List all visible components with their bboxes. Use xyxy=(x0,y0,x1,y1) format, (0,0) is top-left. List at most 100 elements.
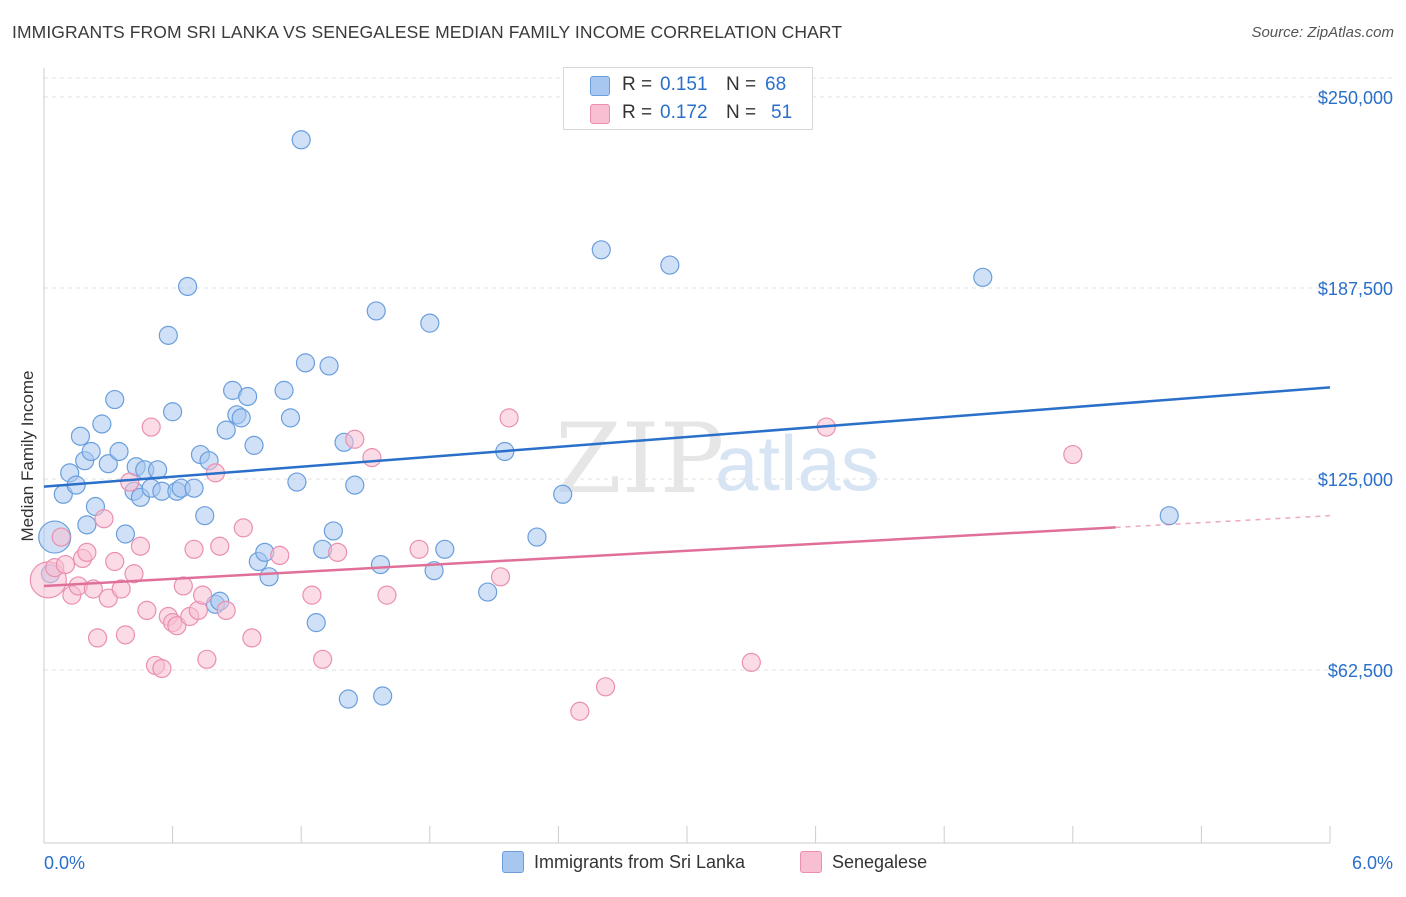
point-sri-lanka xyxy=(259,567,279,587)
point-sri-lanka xyxy=(158,325,178,345)
point-sri-lanka xyxy=(591,240,611,260)
point-sri-lanka xyxy=(295,353,316,373)
point-sri-lanka xyxy=(280,408,301,428)
point-sri-lanka xyxy=(115,524,136,544)
x-tick-label-start: 0.0% xyxy=(44,853,85,873)
point-sri-lanka xyxy=(338,689,358,709)
point-sri-lanka xyxy=(244,435,264,455)
point-senegalese xyxy=(51,527,71,547)
point-senegalese xyxy=(216,600,236,621)
point-senegalese xyxy=(152,658,172,679)
point-senegalese xyxy=(233,518,253,538)
point-sri-lanka xyxy=(77,515,97,535)
point-senegalese xyxy=(184,539,204,559)
point-senegalese xyxy=(362,448,382,468)
point-sri-lanka xyxy=(370,554,391,575)
point-sri-lanka xyxy=(527,527,547,547)
point-senegalese xyxy=(1063,444,1083,465)
legend-item-senegalese: Senegalese xyxy=(800,851,927,873)
legend-swatch-blue xyxy=(590,76,610,96)
y-axis-label-wrap: Median Family Income xyxy=(17,0,39,892)
point-senegalese xyxy=(490,567,511,587)
legend-swatch-pink xyxy=(590,104,610,124)
point-senegalese xyxy=(377,585,397,605)
point-senegalese xyxy=(124,564,144,584)
trend-line-senegalese xyxy=(43,526,1116,588)
y-tick-label: $125,000 xyxy=(1318,470,1393,490)
point-sri-lanka xyxy=(70,426,91,446)
y-axis-label: Median Family Income xyxy=(18,370,37,541)
point-senegalese xyxy=(115,625,136,645)
point-sri-lanka xyxy=(287,472,307,492)
point-senegalese xyxy=(137,600,157,621)
point-senegalese xyxy=(55,554,76,575)
point-sri-lanka xyxy=(1159,506,1179,526)
y-tick-label: $62,500 xyxy=(1328,661,1393,681)
point-senegalese xyxy=(313,649,333,669)
point-senegalese xyxy=(141,417,161,437)
point-senegalese xyxy=(193,585,213,605)
y-tick-label: $250,000 xyxy=(1318,88,1393,108)
legend-swatch-sri-lanka xyxy=(502,851,524,873)
point-senegalese xyxy=(570,701,590,721)
top-legend: R = 0.151 N = 68 R = 0.172 N = 51 xyxy=(563,67,813,130)
point-senegalese xyxy=(242,628,262,648)
legend-label-sri-lanka: Immigrants from Sri Lanka xyxy=(534,851,746,872)
point-senegalese xyxy=(87,628,108,648)
watermark-zip: ZIP xyxy=(555,403,724,515)
legend-item-sri-lanka: Immigrants from Sri Lanka xyxy=(502,851,745,873)
point-sri-lanka xyxy=(163,402,183,422)
point-sri-lanka xyxy=(231,408,251,428)
point-senegalese xyxy=(741,652,761,672)
grid-lines xyxy=(44,77,1396,671)
point-senegalese xyxy=(111,579,131,599)
point-senegalese xyxy=(77,542,97,562)
point-senegalese xyxy=(210,536,230,556)
point-sri-lanka xyxy=(98,454,118,474)
point-sri-lanka xyxy=(109,441,129,462)
bottom-legend: Immigrants from Sri Lanka Senegalese xyxy=(0,851,1406,879)
point-sri-lanka xyxy=(424,561,444,581)
point-senegalese xyxy=(197,649,217,669)
legend-label-senegalese: Senegalese xyxy=(832,851,928,872)
point-senegalese xyxy=(595,677,616,697)
legend-n-label-2: N = xyxy=(726,102,757,123)
legend-r-value-2: 0.172 xyxy=(660,102,708,123)
legend-r-label-1: R = xyxy=(622,74,653,95)
point-sri-lanka xyxy=(81,441,101,462)
point-sri-lanka xyxy=(105,389,125,410)
point-senegalese xyxy=(328,542,348,562)
point-sri-lanka xyxy=(319,356,339,376)
point-sri-lanka xyxy=(178,276,198,297)
point-sri-lanka xyxy=(420,313,440,333)
point-sri-lanka xyxy=(291,130,311,150)
point-sri-lanka xyxy=(216,420,236,440)
legend-n-value-1: 68 xyxy=(765,74,787,95)
legend-r-value-1: 0.151 xyxy=(660,74,708,95)
source-credit: Source: ZipAtlas.com xyxy=(1251,24,1394,41)
point-sri-lanka xyxy=(553,484,573,504)
point-senegalese xyxy=(345,429,365,449)
trend-lines xyxy=(43,386,1331,588)
point-sri-lanka xyxy=(973,267,993,287)
legend-n-label-1: N = xyxy=(726,74,757,95)
point-senegalese xyxy=(94,509,114,529)
point-sri-lanka xyxy=(238,386,258,407)
point-sri-lanka xyxy=(660,255,680,275)
chart-title: IMMIGRANTS FROM SRI LANKA VS SENEGALESE … xyxy=(12,22,843,42)
point-senegalese xyxy=(499,408,519,428)
point-sri-lanka xyxy=(195,506,215,526)
point-sri-lanka xyxy=(345,475,365,495)
point-senegalese xyxy=(173,576,193,596)
trend-line-sri-lanka xyxy=(43,386,1331,488)
legend-n-value-2: 51 xyxy=(771,102,793,123)
point-sri-lanka xyxy=(323,521,343,541)
point-sri-lanka xyxy=(478,582,498,602)
point-sri-lanka xyxy=(92,414,112,434)
x-tick-label-end: 6.0% xyxy=(1352,853,1393,873)
axes xyxy=(43,68,1331,844)
legend-swatch-senegalese xyxy=(800,851,822,873)
point-sri-lanka xyxy=(366,301,386,321)
point-sri-lanka xyxy=(184,478,204,498)
